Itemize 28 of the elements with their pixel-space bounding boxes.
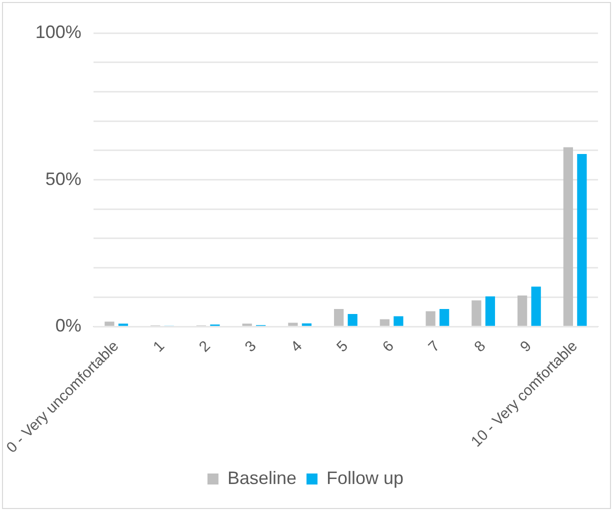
bar <box>302 323 312 326</box>
bar <box>288 322 298 326</box>
bar <box>517 295 528 326</box>
x-tick-label: 6 <box>379 338 398 356</box>
bar <box>531 286 541 326</box>
bar <box>563 147 573 326</box>
x-tick-label: 2 <box>196 338 214 356</box>
bar <box>334 308 344 326</box>
bar <box>472 300 482 326</box>
bar <box>380 319 390 326</box>
bar <box>426 311 436 326</box>
legend-label: Baseline <box>227 468 297 488</box>
x-tick-label: 7 <box>425 338 444 356</box>
legend-label: Follow up <box>326 468 404 488</box>
y-tick-label: 0% <box>55 316 82 336</box>
x-tick-label: 8 <box>471 338 490 356</box>
bar <box>485 296 496 326</box>
y-tick-label: 50% <box>45 168 82 189</box>
bar <box>577 154 587 326</box>
bar <box>440 308 450 326</box>
x-tick-label: 1 <box>150 338 168 356</box>
x-tick-label: 3 <box>242 338 260 356</box>
bar <box>348 314 358 326</box>
x-tick-label: 4 <box>288 338 306 356</box>
bar <box>394 316 404 326</box>
x-tick-label: 5 <box>334 338 352 356</box>
bar <box>104 322 114 326</box>
y-tick-label: 100% <box>35 22 82 42</box>
